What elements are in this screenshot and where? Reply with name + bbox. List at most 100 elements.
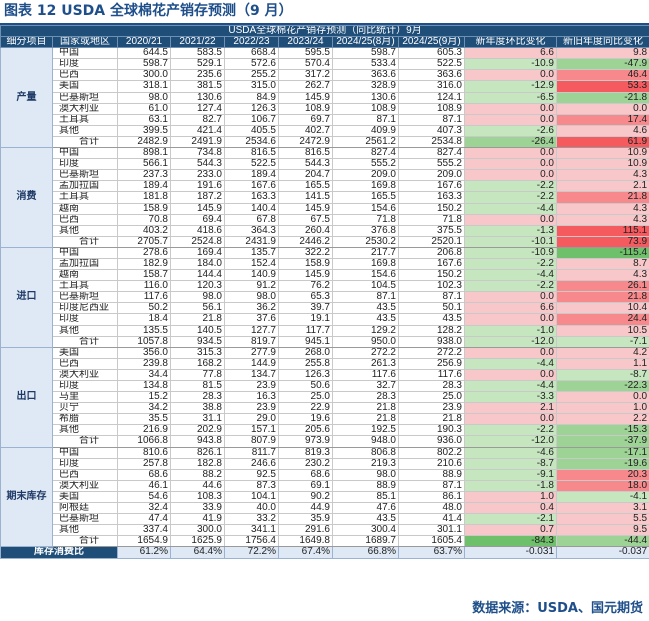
value-cell: 1066.8: [117, 435, 171, 448]
value-cell: 948.0: [332, 435, 399, 448]
table-row: 澳大利亚 46.1 44.6 87.3 69.1 88.9 87.1 -1.8 18.0: [1, 479, 649, 492]
value-cell: 206.8: [398, 246, 465, 259]
value-cell: 39.7: [278, 302, 333, 315]
country-cell: 孟加拉国: [52, 257, 118, 271]
group-label: 消费: [0, 147, 53, 248]
value-cell: 522.5: [398, 58, 465, 71]
column-header: 细分项目: [0, 36, 53, 49]
value-cell: 32.4: [117, 502, 171, 515]
value-cell: 318.1: [117, 80, 171, 93]
value-cell: 76.2: [278, 280, 333, 293]
value-cell: 90.2: [278, 490, 333, 504]
mom-change-cell: -10.9: [464, 58, 557, 71]
value-cell: 117.6: [398, 368, 465, 382]
country-cell: 其他: [52, 324, 118, 337]
country-cell: 巴基斯坦: [52, 513, 118, 526]
value-cell: 256.9: [398, 357, 465, 370]
mom-change-cell: -2.1: [464, 513, 557, 526]
value-cell: 87.1: [332, 113, 399, 126]
value-cell: 806.8: [332, 446, 399, 459]
value-cell: 106.7: [224, 113, 279, 126]
value-cell: 595.5: [278, 47, 333, 60]
value-cell: 570.4: [278, 58, 333, 71]
mom-change-cell: 0.0: [464, 291, 557, 304]
country-cell: 合计: [52, 235, 118, 248]
value-cell: 810.6: [117, 446, 171, 459]
value-cell: 184.0: [170, 257, 225, 271]
table-row: 孟加拉国 189.4 191.6 167.6 165.5 169.8 167.6 -2.2 2.…: [1, 180, 649, 193]
value-cell: 300.0: [170, 524, 225, 537]
value-cell: 163.3: [398, 191, 465, 204]
value-cell: 555.2: [332, 158, 399, 171]
yoy-change-cell: -21.8: [555, 91, 649, 104]
country-cell: 土耳其: [52, 280, 118, 293]
value-cell: 598.7: [117, 58, 171, 71]
table-row: 美国 318.1 381.5 315.0 262.7 328.9 316.0 -12.9 53.…: [1, 80, 649, 93]
country-cell: 澳大利亚: [52, 368, 118, 382]
table-row: 出口 美国 356.0 315.3 277.9 268.0 272.2 272.2 0.0 4.2: [0, 346, 649, 448]
value-cell: 128.2: [398, 324, 465, 337]
value-cell: 33.9: [170, 502, 225, 515]
table-row: 印度 598.7 529.1 572.6 570.4 533.4 522.5 -10.9 -47…: [1, 58, 649, 71]
table-row: 巴西 239.8 168.2 144.9 255.8 261.3 256.9 -4.4 1.1: [1, 357, 649, 370]
value-cell: 376.8: [332, 224, 399, 237]
cotton-supply-demand-table: USDA全球棉花产销存预测（同比统计）9月 细分项目 国家或地区 2020/21 20…: [0, 24, 649, 559]
value-cell: 827.4: [332, 147, 399, 160]
value-cell: 98.0: [224, 291, 279, 304]
table-row: 越南 158.9 145.9 140.4 145.9 154.6 150.2 -4.4 4.3: [1, 202, 649, 215]
value-cell: 43.5: [398, 313, 465, 326]
value-cell: 43.5: [332, 513, 399, 526]
ratio-label: 库存消费比: [0, 546, 118, 559]
yoy-change-cell: 2.2: [555, 413, 649, 426]
yoy-change-cell: 4.2: [555, 346, 649, 359]
country-cell: 合计: [52, 535, 118, 548]
value-cell: 668.4: [224, 47, 279, 60]
table-row: 澳大利亚 34.4 77.8 134.7 126.3 117.6 117.6 0.0 -8.7: [1, 368, 649, 382]
value-cell: 826.1: [170, 446, 225, 459]
country-cell: 美国: [52, 346, 118, 359]
mom-change-cell: -2.2: [464, 257, 557, 271]
value-cell: 802.2: [398, 446, 465, 459]
value-cell: 28.3: [332, 391, 399, 404]
value-cell: 104.5: [332, 280, 399, 293]
value-cell: 108.3: [170, 490, 225, 504]
value-cell: 1689.7: [332, 535, 399, 548]
value-cell: 144.9: [224, 357, 279, 370]
value-cell: 35.5: [117, 413, 171, 426]
value-cell: 566.1: [117, 158, 171, 171]
table-row: 合计 1057.8 934.5 819.7 945.1 950.0 938.0 -12.0 -7…: [1, 335, 649, 348]
yoy-change-cell: 0.0: [555, 391, 649, 404]
country-cell: 其他: [52, 124, 118, 137]
mom-change-cell: -4.6: [464, 446, 557, 459]
table-row: 合计 2705.7 2524.8 2431.9 2446.2 2530.2 2520.1 -1…: [1, 235, 649, 248]
country-cell: 巴基斯坦: [52, 169, 118, 182]
yoy-change-cell: 2.1: [555, 180, 649, 193]
yoy-change-cell: 21.8: [555, 191, 649, 204]
table-row: 其他 403.2 418.6 364.3 260.4 376.8 375.5 -1.3 115.…: [1, 224, 649, 237]
mom-change-cell: 0.0: [464, 313, 557, 326]
value-cell: 364.3: [224, 224, 279, 237]
yoy-change-cell: -19.6: [555, 457, 649, 470]
yoy-change-cell: 26.1: [555, 280, 649, 293]
value-cell: 2524.8: [170, 235, 225, 248]
value-cell: 41.9: [170, 513, 225, 526]
value-cell: 71.8: [398, 213, 465, 226]
value-cell: 936.0: [398, 435, 465, 448]
country-cell: 希腊: [52, 413, 118, 426]
table-row: 期末库存 中国 810.6 826.1 811.7 819.3 806.8 802.2 -4.6…: [0, 446, 649, 548]
value-cell: 945.1: [278, 335, 333, 348]
value-cell: 187.2: [170, 191, 225, 204]
ratio-value: 67.4%: [278, 546, 333, 559]
value-cell: 605.3: [398, 47, 465, 60]
value-cell: 1057.8: [117, 335, 171, 348]
value-cell: 150.2: [398, 269, 465, 282]
value-cell: 190.3: [398, 424, 465, 437]
value-cell: 145.9: [278, 202, 333, 215]
value-cell: 34.2: [117, 402, 171, 415]
yoy-change-cell: 4.3: [555, 202, 649, 215]
value-cell: 15.2: [117, 391, 171, 404]
yoy-change-cell: 0.0: [555, 102, 649, 115]
mom-change-cell: 0.0: [464, 213, 557, 226]
value-cell: 28.3: [398, 379, 465, 393]
value-cell: 169.8: [332, 180, 399, 193]
